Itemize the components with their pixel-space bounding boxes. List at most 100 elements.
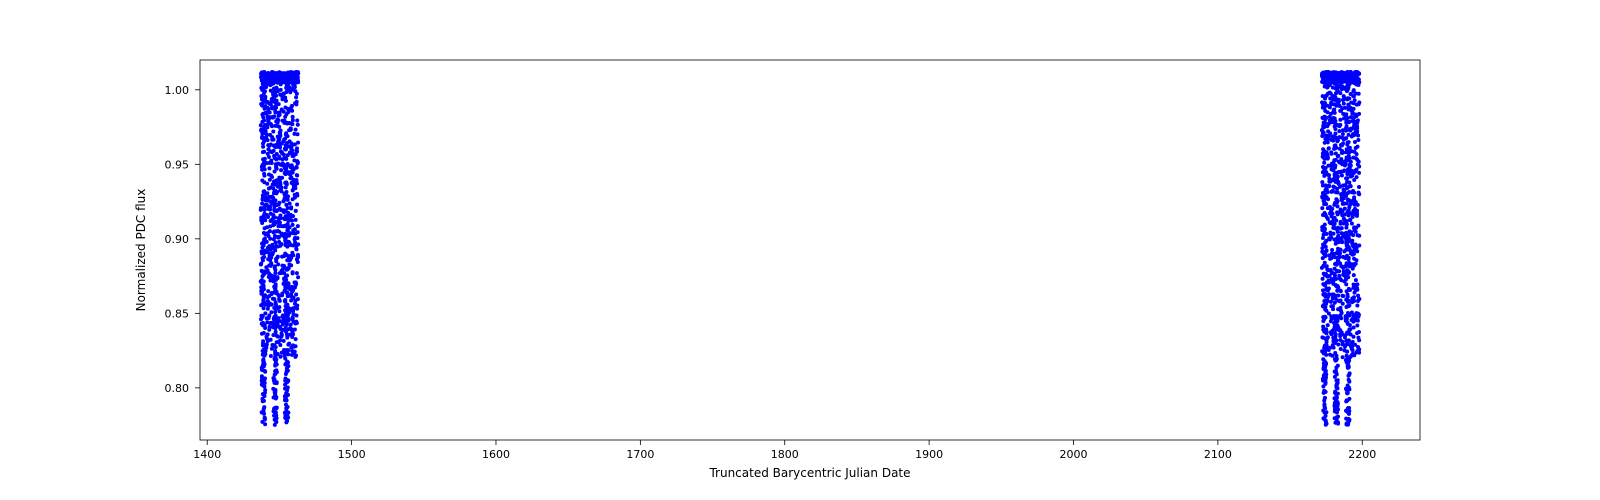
- data-point: [1342, 190, 1346, 194]
- data-point: [273, 264, 277, 268]
- data-point: [276, 135, 280, 139]
- data-point: [272, 297, 276, 301]
- data-point: [1346, 191, 1350, 195]
- data-point: [1325, 267, 1329, 271]
- data-point: [1322, 121, 1326, 125]
- data-point: [284, 86, 288, 90]
- data-point: [279, 168, 283, 172]
- data-point: [272, 105, 276, 109]
- data-point: [1331, 76, 1335, 80]
- data-point: [1352, 191, 1356, 195]
- data-point: [1338, 334, 1342, 338]
- data-point: [1324, 343, 1328, 347]
- data-point: [1335, 269, 1339, 273]
- data-point: [272, 208, 276, 212]
- data-point: [269, 292, 273, 296]
- data-point: [262, 91, 266, 95]
- data-point: [292, 178, 296, 182]
- data-point: [1328, 353, 1332, 357]
- data-point: [1335, 204, 1339, 208]
- data-point: [1335, 251, 1339, 255]
- data-point: [291, 306, 295, 310]
- data-point: [1323, 337, 1327, 341]
- data-point: [291, 188, 295, 192]
- data-point: [278, 299, 282, 303]
- data-point: [273, 388, 277, 392]
- data-point: [280, 72, 284, 76]
- data-point: [283, 115, 287, 119]
- data-point: [1347, 146, 1351, 150]
- data-point: [260, 178, 264, 182]
- data-point: [274, 353, 278, 357]
- data-point: [283, 136, 287, 140]
- data-point: [1344, 127, 1348, 131]
- data-point: [1352, 124, 1356, 128]
- data-point: [1332, 216, 1336, 220]
- data-point: [289, 141, 293, 145]
- data-point: [295, 78, 299, 82]
- data-point: [271, 196, 275, 200]
- data-point: [284, 224, 288, 228]
- data-point: [259, 123, 263, 127]
- data-point: [1323, 307, 1327, 311]
- data-point: [280, 291, 284, 295]
- data-point: [1324, 288, 1328, 292]
- data-point: [270, 124, 274, 128]
- data-point: [1342, 94, 1346, 98]
- data-point: [276, 335, 280, 339]
- data-point: [259, 75, 263, 79]
- data-point: [294, 280, 298, 284]
- data-point: [282, 339, 286, 343]
- data-point: [1356, 336, 1360, 340]
- data-point: [1333, 391, 1337, 395]
- data-point: [1323, 405, 1327, 409]
- data-point: [294, 152, 298, 156]
- data-point: [1328, 211, 1332, 215]
- data-point: [274, 316, 278, 320]
- data-point: [265, 320, 269, 324]
- data-point: [1321, 106, 1325, 110]
- data-point: [270, 303, 274, 307]
- data-point: [260, 368, 264, 372]
- data-point: [1326, 70, 1330, 74]
- data-point: [286, 343, 290, 347]
- data-point: [291, 312, 295, 316]
- data-point: [1331, 189, 1335, 193]
- data-point: [273, 412, 277, 416]
- data-point: [268, 237, 272, 241]
- data-point: [261, 162, 265, 166]
- data-point: [1345, 222, 1349, 226]
- data-point: [271, 323, 275, 327]
- data-point: [273, 234, 277, 238]
- data-point: [1343, 335, 1347, 339]
- data-point: [262, 205, 266, 209]
- data-point: [1331, 304, 1335, 308]
- data-point: [261, 302, 265, 306]
- data-point: [292, 132, 296, 136]
- data-point: [291, 271, 295, 275]
- x-tick-label: 1500: [338, 448, 366, 461]
- data-point: [1357, 171, 1361, 175]
- data-point: [266, 152, 270, 156]
- data-point: [285, 141, 289, 145]
- data-point: [1354, 311, 1358, 315]
- data-point: [1357, 191, 1361, 195]
- data-point: [1334, 146, 1338, 150]
- data-point: [286, 206, 290, 210]
- data-point: [1353, 79, 1357, 83]
- data-point: [285, 274, 289, 278]
- data-point: [286, 229, 290, 233]
- x-tick-label: 2000: [1059, 448, 1087, 461]
- chart-svg: 1400150016001700180019002000210022000.80…: [0, 0, 1600, 500]
- data-point: [1346, 423, 1350, 427]
- data-point: [1352, 299, 1356, 303]
- data-point: [263, 269, 267, 273]
- data-point: [262, 353, 266, 357]
- data-point: [1334, 283, 1338, 287]
- data-point: [1324, 166, 1328, 170]
- data-point: [1328, 257, 1332, 261]
- data-point: [1335, 104, 1339, 108]
- data-point: [1345, 176, 1349, 180]
- data-point: [1354, 315, 1358, 319]
- data-point: [275, 178, 279, 182]
